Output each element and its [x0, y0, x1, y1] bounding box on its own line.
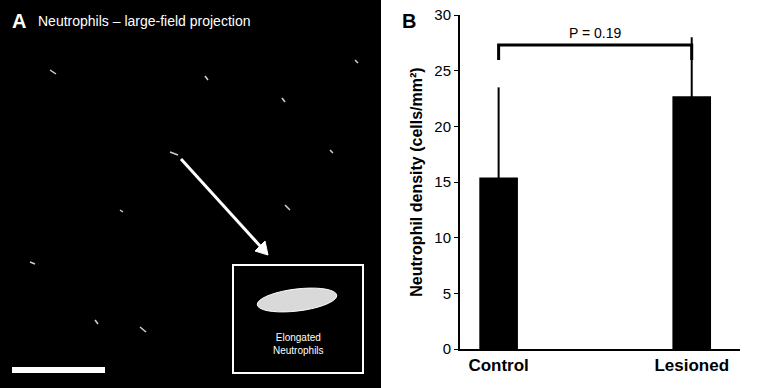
svg-text:ElongatedNeutrophils: ElongatedNeutrophils: [273, 332, 324, 356]
svg-text:Lesioned: Lesioned: [654, 356, 729, 375]
svg-text:10: 10: [434, 229, 451, 246]
svg-text:Neutrophil density (cells/mm²): Neutrophil density (cells/mm²): [408, 67, 425, 296]
svg-text:Neutrophils – large-field proj: Neutrophils – large-field projection: [38, 13, 250, 29]
svg-text:Control: Control: [468, 356, 528, 375]
svg-text:15: 15: [434, 173, 451, 190]
svg-text:A: A: [12, 10, 26, 32]
svg-text:B: B: [402, 10, 416, 32]
svg-text:5: 5: [443, 285, 451, 302]
svg-text:0: 0: [443, 340, 451, 357]
svg-text:25: 25: [434, 62, 451, 79]
svg-text:P = 0.19: P = 0.19: [569, 25, 622, 41]
svg-text:20: 20: [434, 118, 451, 135]
svg-text:30: 30: [434, 6, 451, 23]
